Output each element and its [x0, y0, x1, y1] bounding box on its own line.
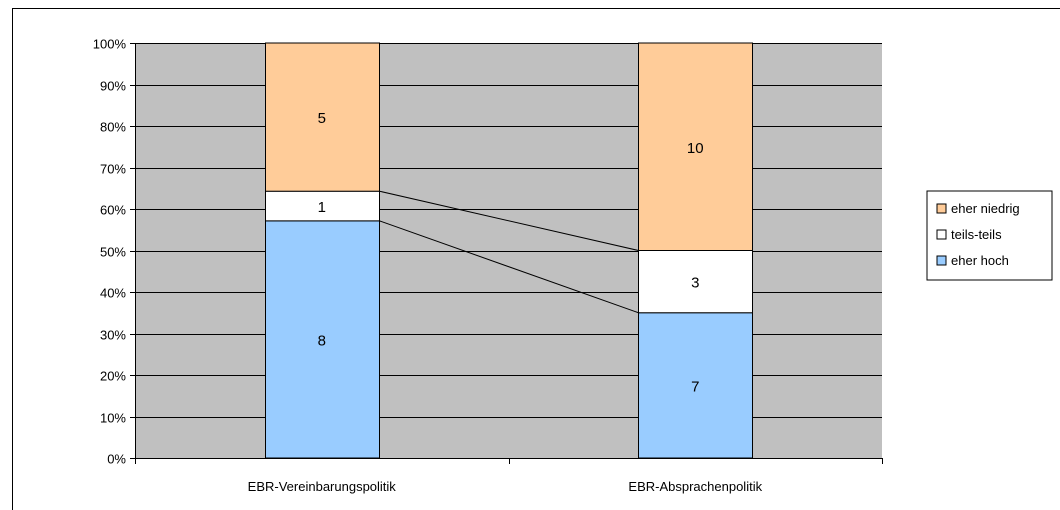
legend-box — [926, 190, 1053, 281]
legend-label: eher hoch — [951, 253, 1009, 268]
data-label: 5 — [318, 110, 326, 127]
axes: 0% 10% 20% 30% 40% 50% 60% 70% 80% 90% 100% EBR-Ver… — [93, 37, 883, 494]
bar-segment — [265, 190, 380, 222]
series-lines — [379, 190, 639, 314]
y-tick-label: 90% — [100, 79, 126, 94]
plot-area — [135, 43, 882, 458]
legend-label: teils-teils — [951, 227, 1002, 242]
data-labels: 8 1 5 7 3 10 — [318, 110, 704, 395]
y-tick-label: 40% — [100, 286, 126, 301]
bar-segment — [638, 312, 753, 459]
legend-swatch — [936, 229, 947, 240]
legend-label: eher niedrig — [951, 201, 1020, 216]
series-line — [379, 190, 639, 251]
bars — [265, 42, 753, 459]
y-tick-label: 30% — [100, 328, 126, 343]
legend-swatch — [936, 203, 947, 214]
bar-segment — [265, 220, 380, 459]
chart-frame — [12, 8, 1060, 510]
legend: eher niedrig teils-teils eher hoch — [926, 190, 1053, 281]
y-tick-label: 70% — [100, 162, 126, 177]
y-tick-label: 0% — [107, 452, 126, 467]
x-category-label: EBR-Absprachenpolitik — [628, 479, 762, 494]
x-category-label: EBR-Vereinbarungspolitik — [248, 479, 397, 494]
y-tick-label: 10% — [100, 411, 126, 426]
data-label: 3 — [691, 275, 699, 292]
data-label: 1 — [318, 199, 326, 216]
y-tick-label: 60% — [100, 203, 126, 218]
y-tick-label: 20% — [100, 369, 126, 384]
y-tick-label: 100% — [93, 37, 127, 52]
data-label: 8 — [318, 332, 326, 349]
data-label: 7 — [691, 378, 699, 395]
legend-swatch — [936, 255, 947, 266]
y-tick-label: 80% — [100, 120, 126, 135]
data-label: 10 — [687, 140, 704, 157]
bar-segment — [265, 42, 380, 192]
bar-segment — [638, 42, 753, 251]
bar-segment — [638, 250, 753, 314]
gridlines — [135, 43, 882, 418]
series-line — [379, 220, 639, 314]
y-tick-label: 50% — [100, 245, 126, 260]
